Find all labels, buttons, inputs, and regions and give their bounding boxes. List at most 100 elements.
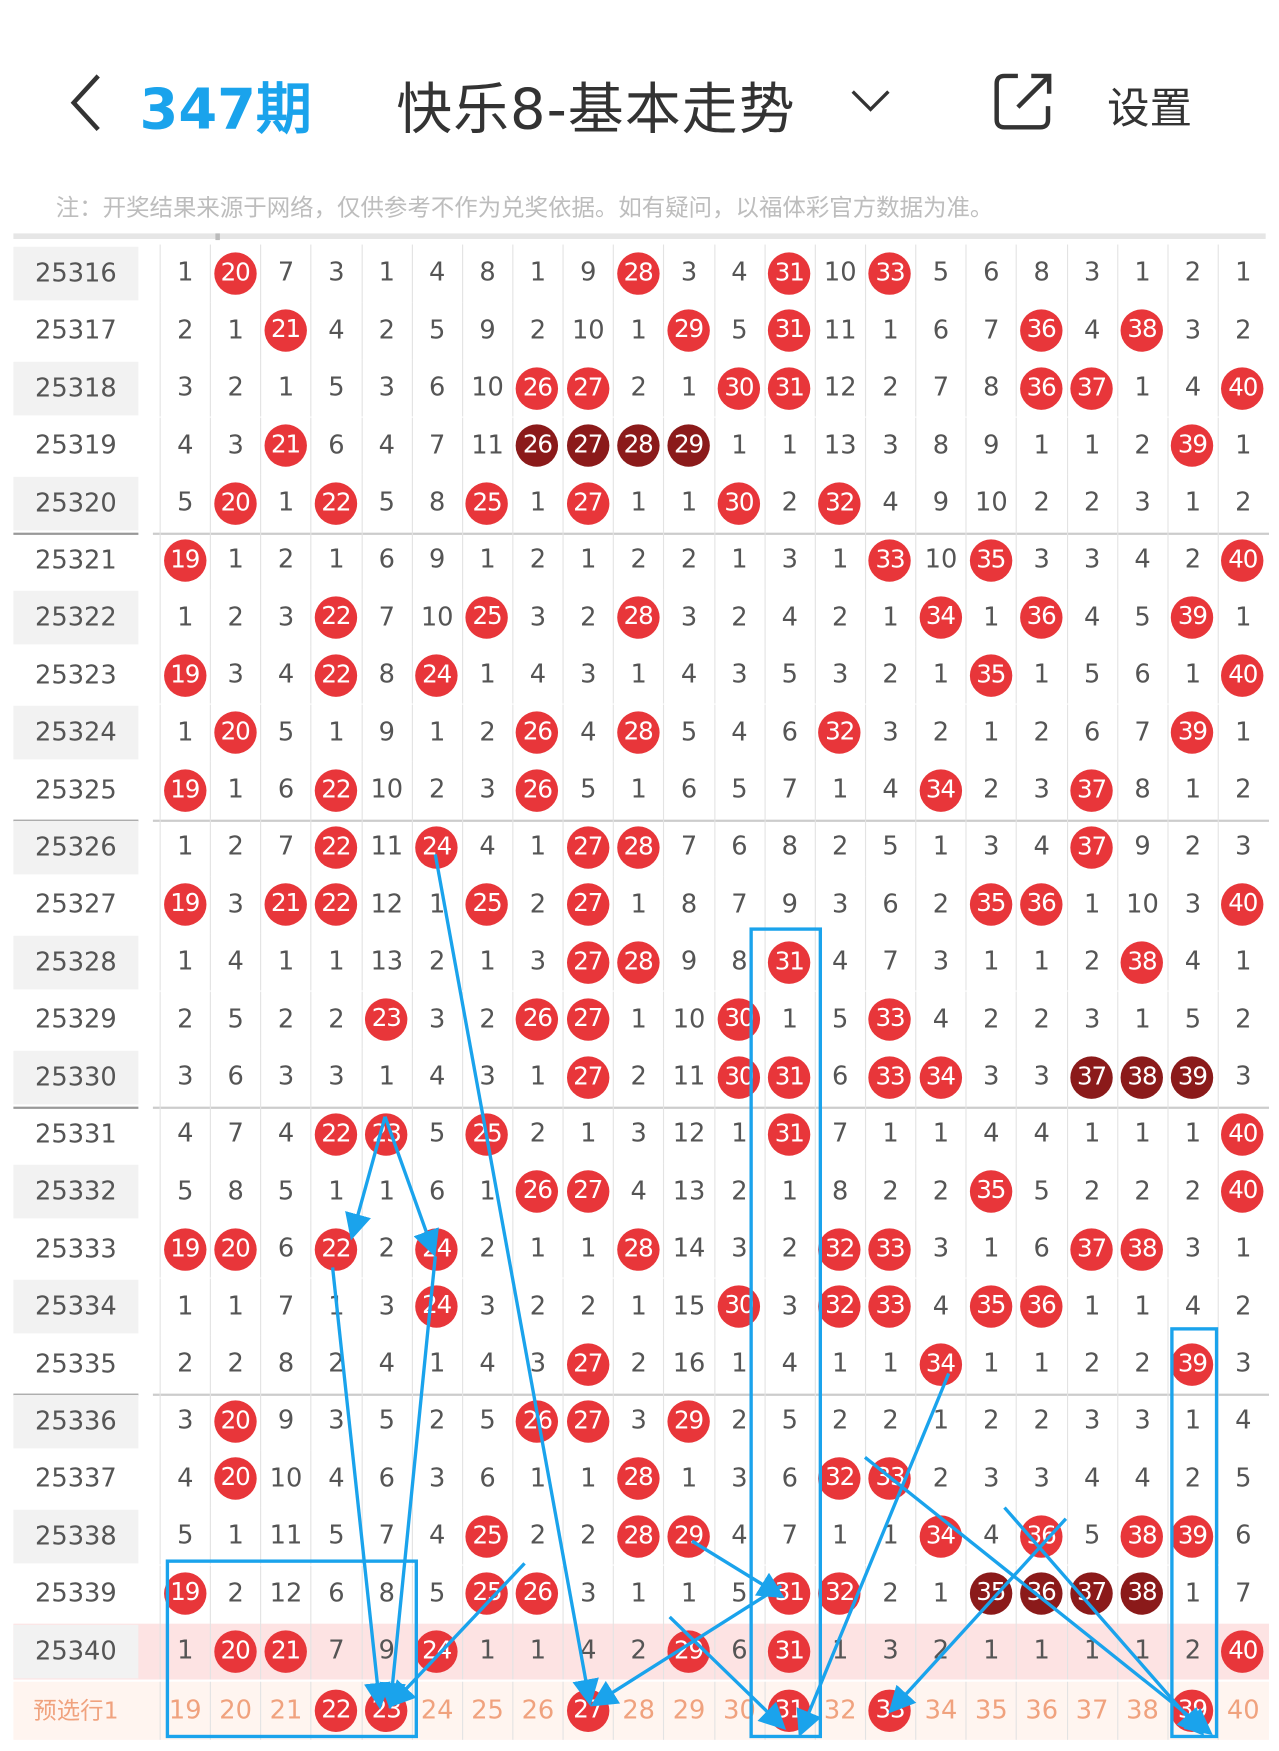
table-cell: 1 — [613, 1565, 663, 1623]
table-cell: 3 — [310, 1392, 361, 1451]
hit-ball: 27 — [566, 998, 609, 1041]
settings-button[interactable]: 设置 — [1107, 83, 1193, 133]
preselect-selected-ball[interactable]: 31 — [768, 1689, 811, 1733]
preselect-selected-ball[interactable]: 22 — [314, 1689, 358, 1733]
preselect-cell[interactable]: 34 — [915, 1681, 965, 1740]
table-cell — [663, 1392, 713, 1451]
table-cell — [310, 818, 361, 877]
table-cell: 1 — [613, 761, 663, 819]
scrollbar-thumb[interactable] — [215, 233, 220, 241]
preselect-cell[interactable]: 32 — [814, 1681, 865, 1740]
chevron-down-icon[interactable] — [848, 80, 893, 120]
table-cell: 1 — [209, 1278, 260, 1336]
table-cell: 5 — [713, 302, 764, 360]
table-cell: 12 — [814, 359, 865, 418]
table-cell: 2 — [864, 359, 915, 418]
hit-ball: 21 — [264, 883, 307, 927]
preselect-cell[interactable]: 28 — [613, 1681, 663, 1740]
table-cell: 2 — [864, 1163, 915, 1221]
preselect-cell[interactable]: 40 — [1217, 1681, 1268, 1740]
hit-ball: 27 — [566, 367, 609, 410]
preselect-cell[interactable]: 21 — [260, 1681, 310, 1740]
table-cell: 4 — [461, 1335, 512, 1393]
table-cell: 2 — [915, 1450, 965, 1508]
preselect-cell[interactable]: 25 — [461, 1681, 512, 1740]
hit-ball: 39 — [1171, 1515, 1214, 1558]
hit-ball: 31 — [768, 1055, 811, 1099]
hit-ball: 25 — [465, 481, 509, 525]
preselect-cell[interactable]: 20 — [209, 1681, 260, 1740]
table-cell: 3 — [461, 1278, 512, 1336]
preselect-selected-ball[interactable]: 23 — [365, 1689, 408, 1733]
table-cell: 2 — [562, 1278, 613, 1336]
chevron-left-icon[interactable] — [65, 69, 110, 136]
hit-ball: 28 — [616, 711, 660, 754]
preselect-cell[interactable]: 30 — [713, 1681, 764, 1740]
table-cell: 15 — [663, 1278, 713, 1336]
table-cell: 8 — [663, 876, 713, 934]
page-title[interactable]: 快乐8-基本走势 — [396, 77, 796, 142]
preselect-selected-ball[interactable]: 39 — [1171, 1689, 1214, 1733]
table-cell: 2 — [713, 1163, 764, 1221]
table-cell — [915, 1048, 965, 1106]
table-cell: 3 — [864, 704, 915, 762]
preselect-cell[interactable]: 38 — [1116, 1681, 1167, 1740]
preselect-label: 预选行1 — [33, 1697, 119, 1725]
table-cell: 5 — [411, 1105, 461, 1164]
preselect-cell[interactable]: 36 — [1016, 1681, 1066, 1740]
hit-ball: 20 — [213, 711, 257, 754]
table-cell: 6 — [915, 302, 965, 360]
table-cell — [1217, 1105, 1268, 1164]
table-cell: 3 — [1066, 991, 1116, 1049]
table-cell — [361, 991, 411, 1049]
table-cell: 1 — [915, 646, 965, 705]
hit-ball: 34 — [919, 596, 962, 640]
preselect-cell[interactable]: 26 — [512, 1681, 562, 1740]
preselect-cell[interactable]: 35 — [965, 1681, 1016, 1740]
table-cell: 4 — [864, 761, 915, 819]
table-cell: 2 — [965, 1392, 1016, 1451]
hit-ball: 25 — [465, 1515, 509, 1558]
table-cell — [1066, 1220, 1116, 1279]
share-icon[interactable] — [991, 69, 1056, 134]
table-cell: 4 — [1066, 302, 1116, 360]
issue-label: 25332 — [13, 1165, 139, 1219]
preselect-selected-ball[interactable]: 27 — [566, 1689, 609, 1733]
table-cell: 6 — [663, 761, 713, 819]
table-cell: 4 — [562, 1622, 613, 1680]
table-cell: 7 — [915, 359, 965, 418]
preselect-cell[interactable]: 29 — [663, 1681, 713, 1740]
issue-label: 25335 — [35, 1349, 117, 1379]
table-cell: 1 — [361, 1163, 411, 1221]
table-cell: 1 — [209, 1507, 260, 1566]
annotation-label: 347期 — [139, 77, 312, 142]
table-cell: 1 — [1066, 876, 1116, 934]
table-cell: 1 — [411, 876, 461, 934]
table-cell: 4 — [1016, 818, 1066, 877]
preselect-cell[interactable]: 24 — [411, 1681, 461, 1740]
horizontal-scrollbar[interactable] — [13, 233, 1266, 239]
preselect-cell[interactable] — [562, 1681, 613, 1740]
preselect-cell[interactable]: 19 — [159, 1681, 210, 1740]
table-cell: 9 — [1116, 818, 1167, 877]
table-cell: 4 — [1116, 1450, 1167, 1508]
hit-ball: 26 — [516, 711, 559, 754]
hit-ball: 38 — [1120, 941, 1164, 984]
table-cell: 5 — [260, 1163, 310, 1221]
table-cell — [713, 359, 764, 418]
hit-ball: 40 — [1221, 883, 1264, 927]
table-cell: 10 — [411, 589, 461, 647]
table-cell: 9 — [411, 531, 461, 590]
table-cell: 6 — [713, 818, 764, 877]
table-cell: 1 — [310, 531, 361, 590]
hit-ball: 36 — [1019, 309, 1063, 353]
table-cell: 2 — [1016, 704, 1066, 762]
table-cell: 2 — [864, 646, 915, 705]
group-divider — [13, 819, 139, 822]
table-cell: 2 — [1016, 474, 1066, 532]
table-cell: 6 — [260, 1220, 310, 1279]
issue-label: 25333 — [35, 1234, 117, 1264]
table-cell: 1 — [1016, 1622, 1066, 1680]
preselect-cell[interactable]: 37 — [1066, 1681, 1116, 1740]
table-cell — [814, 704, 865, 762]
